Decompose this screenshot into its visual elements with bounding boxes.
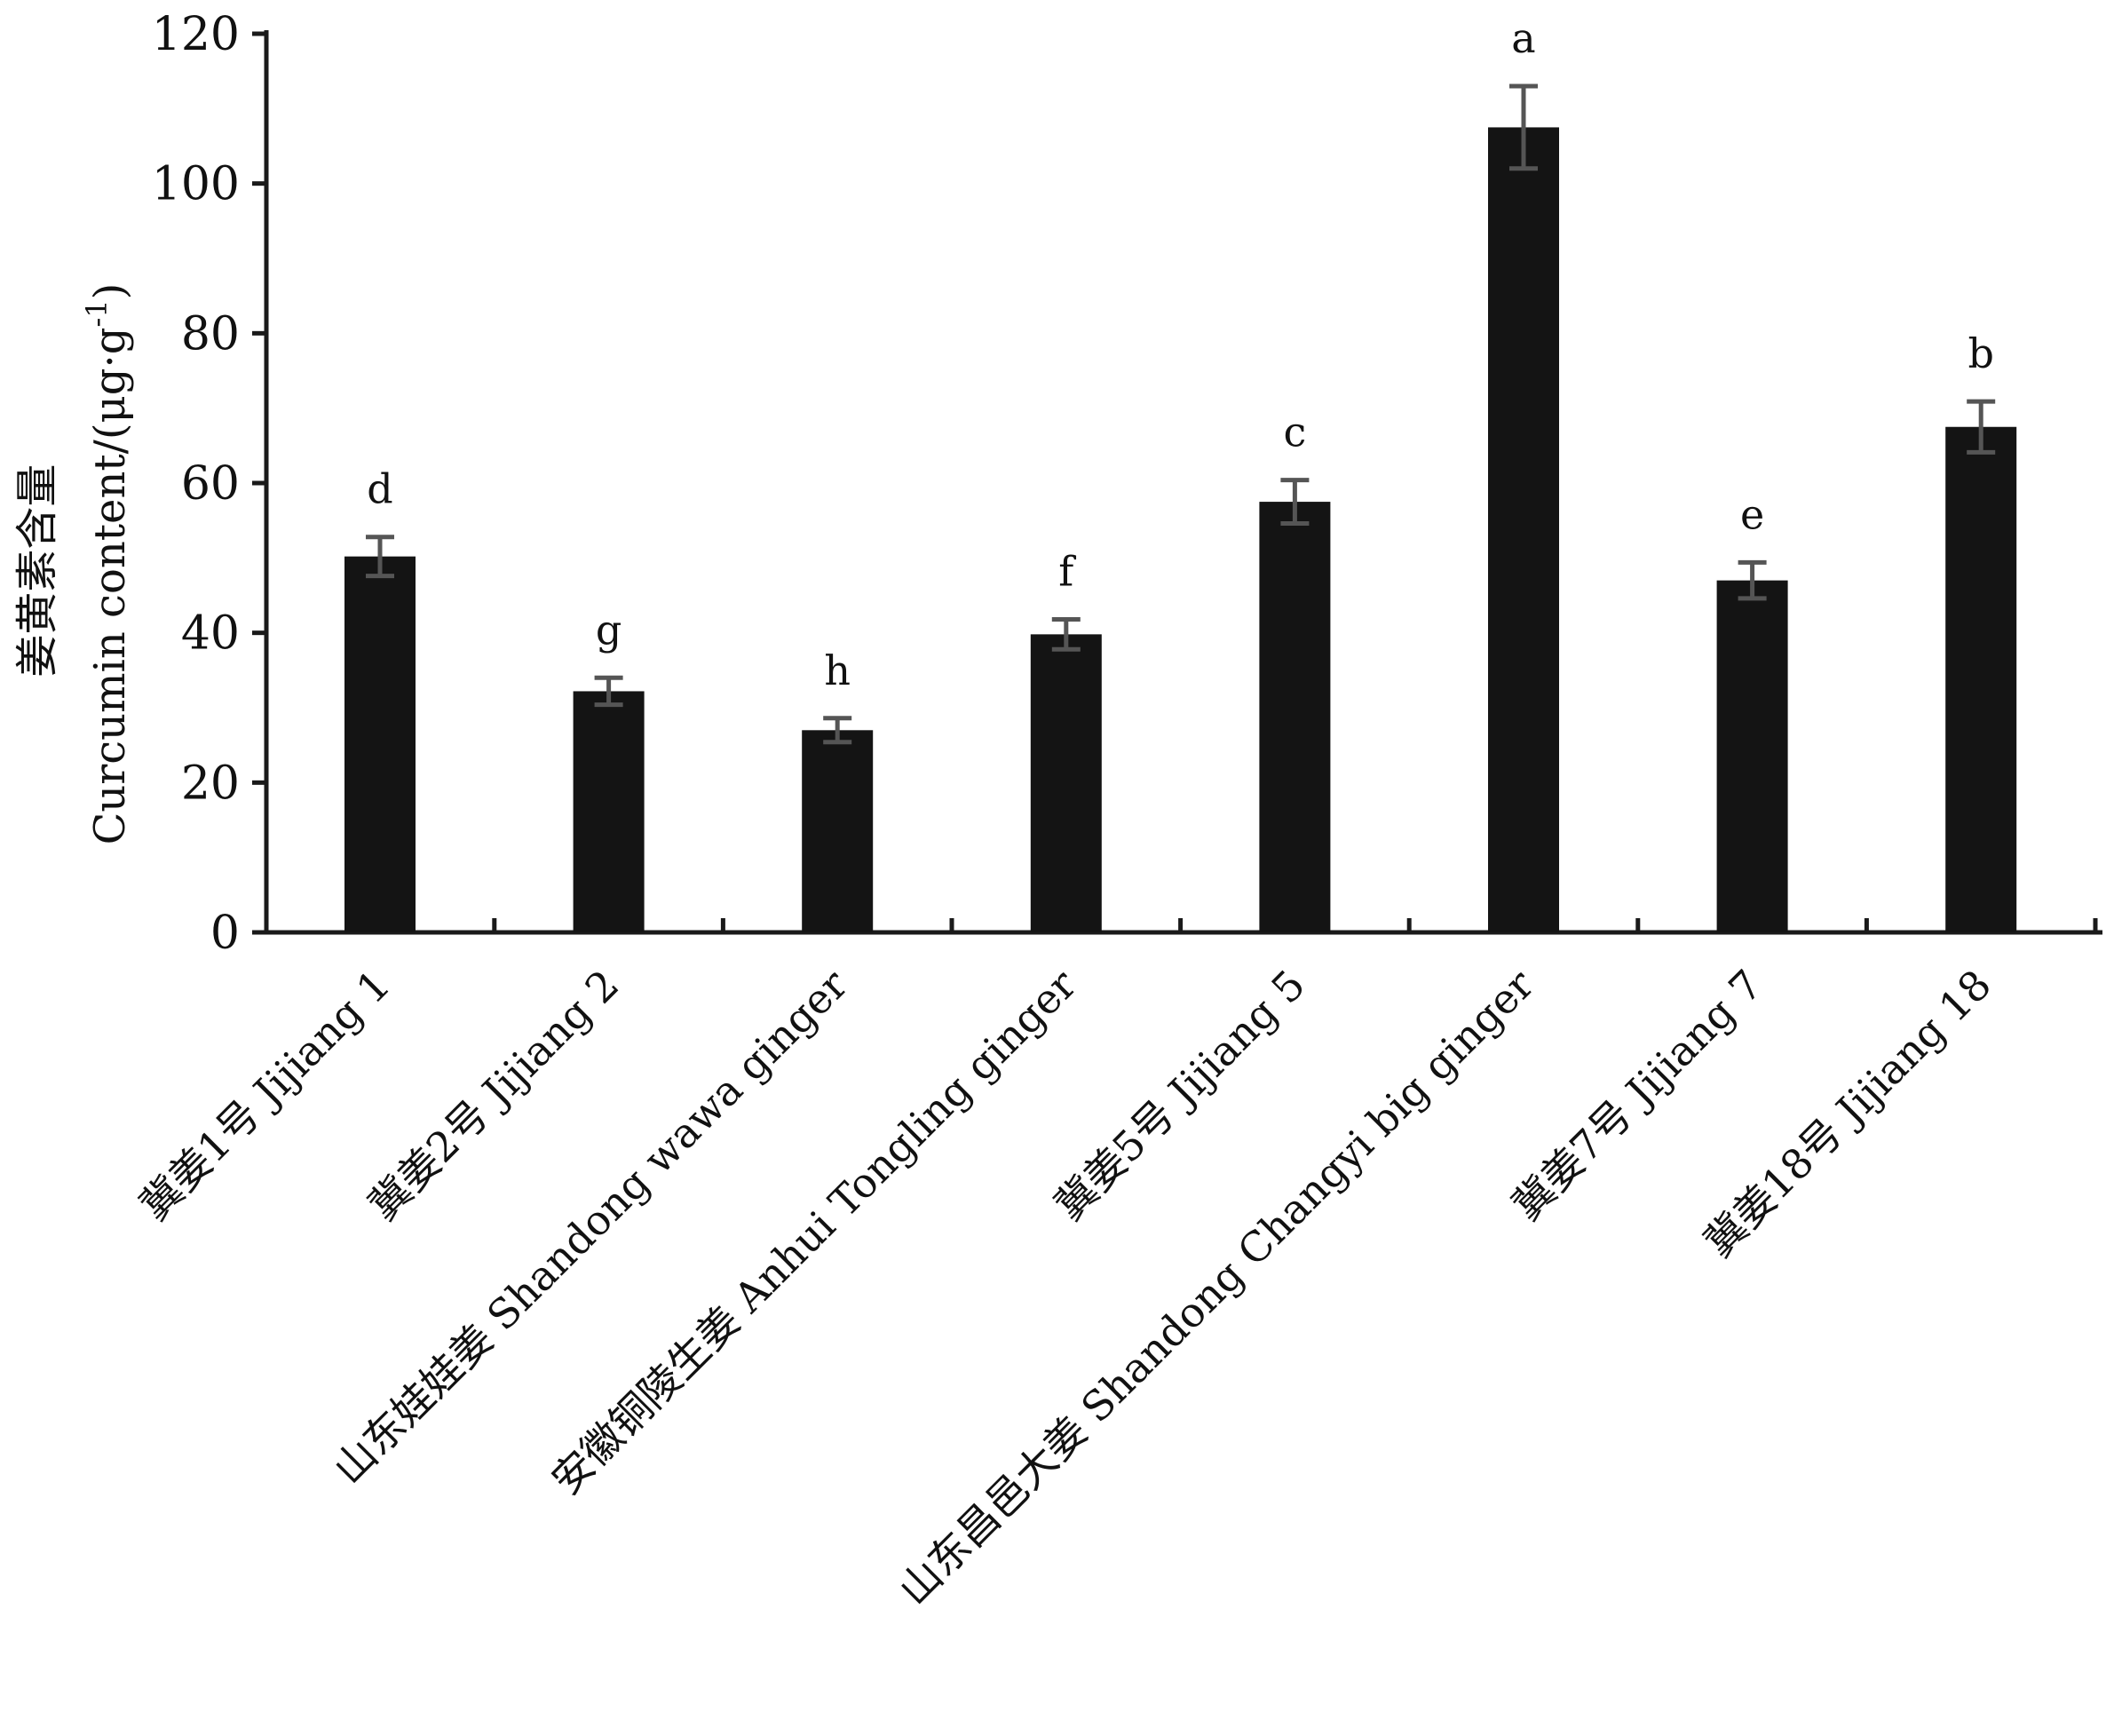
y-axis-label-cn: 姜黄素含量 bbox=[12, 464, 62, 678]
y-tick-label: 60 bbox=[181, 457, 240, 511]
y-axis-label: 姜黄素含量 Curcumin content/(μg·g-1) bbox=[12, 283, 135, 845]
y-tick-label: 80 bbox=[181, 307, 240, 361]
x-category-label: 冀姜5号 Jijiang 5 bbox=[1045, 961, 1314, 1230]
bar[interactable] bbox=[1259, 502, 1331, 932]
bar[interactable] bbox=[1030, 634, 1102, 932]
bar[interactable] bbox=[1945, 426, 2017, 932]
x-category-label: 冀姜2号 Jijiang 2 bbox=[359, 961, 628, 1230]
bar[interactable] bbox=[802, 730, 874, 932]
y-axis-label-en: Curcumin content/(μg·g-1) bbox=[80, 283, 135, 845]
significance-letter: g bbox=[596, 606, 622, 654]
significance-letter: f bbox=[1058, 547, 1076, 595]
x-category-label: 安徽铜陵生姜 Anhui Tongling ginger bbox=[542, 961, 1086, 1504]
significance-letter: c bbox=[1284, 408, 1307, 456]
x-category-label: 冀姜7号 Jijiang 7 bbox=[1502, 961, 1771, 1230]
x-category-label: 山东娃娃姜 Shandong wawa ginger bbox=[324, 961, 857, 1494]
significance-letter: e bbox=[1740, 490, 1764, 538]
y-tick-label: 100 bbox=[152, 158, 240, 211]
bar[interactable] bbox=[573, 691, 645, 932]
bar[interactable] bbox=[1488, 127, 1559, 932]
y-axis-label-close: ) bbox=[85, 283, 135, 300]
significance-letter: h bbox=[824, 646, 851, 694]
y-axis-label-unit-sup: -1 bbox=[80, 299, 114, 327]
significance-letter: a bbox=[1511, 14, 1535, 62]
significance-letter: b bbox=[1968, 329, 1993, 377]
y-tick-label: 20 bbox=[181, 757, 240, 810]
bar[interactable] bbox=[1716, 580, 1788, 932]
y-tick-label: 0 bbox=[210, 907, 240, 960]
y-tick-label: 120 bbox=[152, 8, 240, 61]
bar[interactable] bbox=[344, 556, 416, 932]
significance-letter: d bbox=[367, 465, 392, 513]
y-tick-label: 40 bbox=[181, 607, 240, 661]
y-axis-label-en-text: Curcumin content/(μg·g bbox=[85, 328, 135, 845]
x-category-label: 冀姜1号 Jijiang 1 bbox=[131, 961, 400, 1230]
